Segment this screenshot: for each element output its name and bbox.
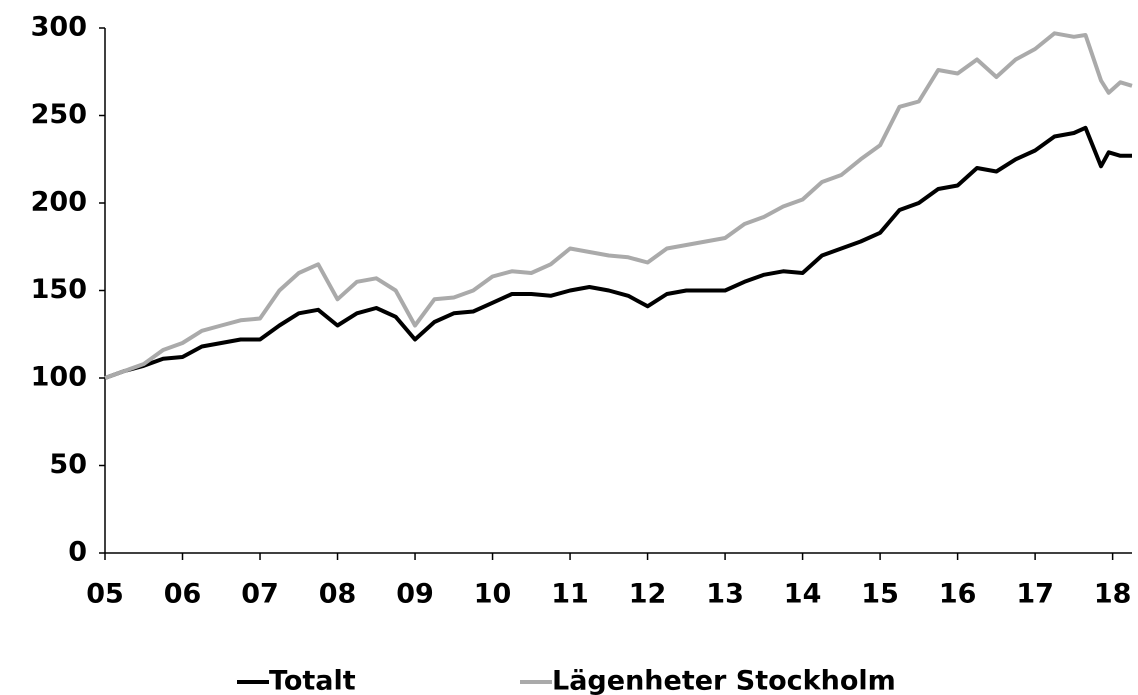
y-tick-label: 300 bbox=[31, 12, 87, 43]
x-tick-label: 18 bbox=[1094, 579, 1132, 610]
x-tick-label: 17 bbox=[1016, 579, 1054, 610]
x-tick-label: 08 bbox=[319, 579, 357, 610]
legend-label: Lägenheter Stockholm bbox=[552, 666, 896, 695]
x-tick-label: 11 bbox=[551, 579, 589, 610]
legend-label: Totalt bbox=[269, 666, 356, 695]
x-tick-label: 06 bbox=[164, 579, 202, 610]
x-tick-label: 09 bbox=[396, 579, 434, 610]
x-tick-label: 10 bbox=[474, 579, 512, 610]
line-series bbox=[104, 125, 1132, 380]
y-tick-label: 250 bbox=[31, 99, 87, 130]
y-tick-label: 100 bbox=[31, 362, 87, 393]
y-tick-label: 50 bbox=[49, 449, 87, 480]
y-tick-label: 200 bbox=[31, 187, 87, 218]
x-tick-label: 15 bbox=[861, 579, 899, 610]
x-tick-label: 13 bbox=[706, 579, 744, 610]
x-tick-label: 12 bbox=[629, 579, 667, 610]
x-tick-label: 16 bbox=[939, 579, 977, 610]
x-tick-label: 05 bbox=[86, 579, 124, 610]
y-tick-label: 0 bbox=[68, 537, 87, 568]
line-series bbox=[104, 31, 1133, 380]
x-tick-label: 14 bbox=[784, 579, 822, 610]
y-tick-label: 150 bbox=[31, 274, 87, 305]
x-tick-label: 07 bbox=[241, 579, 279, 610]
